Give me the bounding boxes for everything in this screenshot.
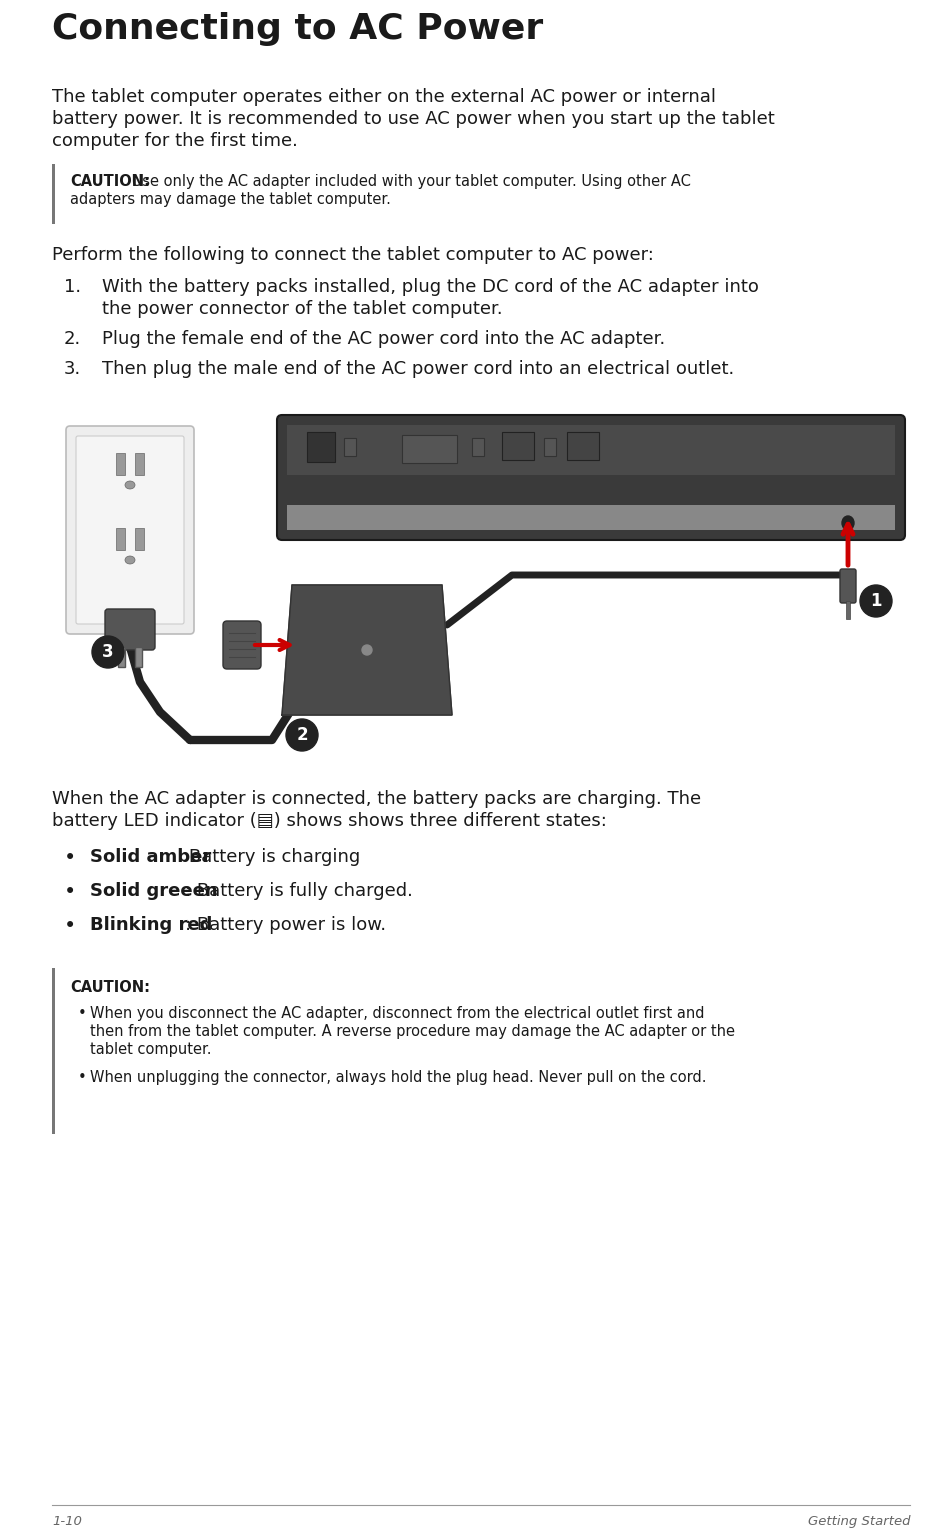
Text: : Battery is fully charged.: : Battery is fully charged. — [185, 882, 413, 900]
Text: 2: 2 — [295, 727, 308, 743]
Text: computer for the first time.: computer for the first time. — [52, 132, 297, 151]
Bar — [287, 505, 894, 530]
FancyBboxPatch shape — [839, 568, 855, 604]
Bar — [307, 432, 334, 462]
Bar — [471, 438, 483, 456]
Text: 1-10: 1-10 — [52, 1514, 82, 1528]
Text: Connecting to AC Power: Connecting to AC Power — [52, 12, 543, 46]
Text: •: • — [64, 882, 76, 902]
Text: then from the tablet computer. A reverse procedure may damage the AC adapter or : then from the tablet computer. A reverse… — [90, 1025, 734, 1038]
Bar — [344, 438, 356, 456]
Text: Perform the following to connect the tablet computer to AC power:: Perform the following to connect the tab… — [52, 246, 653, 264]
Bar — [287, 425, 894, 475]
Text: When the AC adapter is connected, the battery packs are charging. The: When the AC adapter is connected, the ba… — [52, 790, 700, 808]
Text: •: • — [64, 915, 76, 935]
Text: tablet computer.: tablet computer. — [90, 1041, 211, 1057]
Text: : Battery power is low.: : Battery power is low. — [185, 915, 385, 934]
Bar — [116, 453, 125, 475]
Text: 1: 1 — [869, 591, 881, 610]
Text: adapters may damage the tablet computer.: adapters may damage the tablet computer. — [70, 192, 391, 207]
Text: 3.: 3. — [64, 359, 81, 378]
Ellipse shape — [125, 556, 135, 564]
Text: Solid amber: Solid amber — [90, 848, 211, 866]
Ellipse shape — [125, 481, 135, 488]
Text: Blinking red: Blinking red — [90, 915, 212, 934]
Text: CAUTION:: CAUTION: — [70, 174, 150, 189]
Bar — [135, 647, 142, 667]
Text: battery power. It is recommended to use AC power when you start up the tablet: battery power. It is recommended to use … — [52, 111, 774, 127]
Bar — [544, 438, 555, 456]
Text: The tablet computer operates either on the external AC power or internal: The tablet computer operates either on t… — [52, 88, 716, 106]
Text: 2.: 2. — [64, 330, 81, 349]
FancyBboxPatch shape — [277, 415, 904, 541]
Bar — [135, 528, 143, 550]
Text: Plug the female end of the AC power cord into the AC adapter.: Plug the female end of the AC power cord… — [102, 330, 665, 349]
Text: CAUTION:: CAUTION: — [70, 980, 150, 995]
Text: With the battery packs installed, plug the DC cord of the AC adapter into: With the battery packs installed, plug t… — [102, 278, 758, 296]
Text: Then plug the male end of the AC power cord into an electrical outlet.: Then plug the male end of the AC power c… — [102, 359, 733, 378]
FancyBboxPatch shape — [223, 621, 261, 670]
Bar — [52, 164, 55, 224]
Bar — [501, 432, 533, 459]
Circle shape — [859, 585, 891, 617]
Text: Use only the AC adapter included with your tablet computer. Using other AC: Use only the AC adapter included with yo… — [126, 174, 690, 189]
Text: 3: 3 — [102, 644, 113, 660]
Text: When you disconnect the AC adapter, disconnect from the electrical outlet first : When you disconnect the AC adapter, disc… — [90, 1006, 704, 1021]
Text: Solid greeen: Solid greeen — [90, 882, 217, 900]
Circle shape — [362, 645, 372, 654]
Text: : Battery is charging: : Battery is charging — [177, 848, 360, 866]
Bar — [116, 528, 125, 550]
FancyBboxPatch shape — [76, 436, 184, 624]
FancyBboxPatch shape — [105, 608, 155, 650]
Text: •: • — [78, 1006, 87, 1021]
Bar — [118, 647, 125, 667]
Text: When unplugging the connector, always hold the plug head. Never pull on the cord: When unplugging the connector, always ho… — [90, 1071, 706, 1084]
Polygon shape — [281, 585, 451, 714]
Circle shape — [92, 636, 124, 668]
Text: Getting Started: Getting Started — [806, 1514, 909, 1528]
Bar — [135, 453, 143, 475]
FancyBboxPatch shape — [66, 425, 194, 634]
Text: •: • — [78, 1071, 87, 1084]
Text: •: • — [64, 848, 76, 868]
Ellipse shape — [841, 516, 853, 530]
Bar — [566, 432, 598, 459]
Text: battery LED indicator (▤) shows shows three different states:: battery LED indicator (▤) shows shows th… — [52, 813, 606, 829]
Bar — [52, 968, 55, 1134]
Circle shape — [286, 719, 318, 751]
Bar — [401, 435, 457, 462]
Bar — [845, 601, 849, 619]
Text: the power connector of the tablet computer.: the power connector of the tablet comput… — [102, 300, 502, 318]
Text: 1.: 1. — [64, 278, 81, 296]
